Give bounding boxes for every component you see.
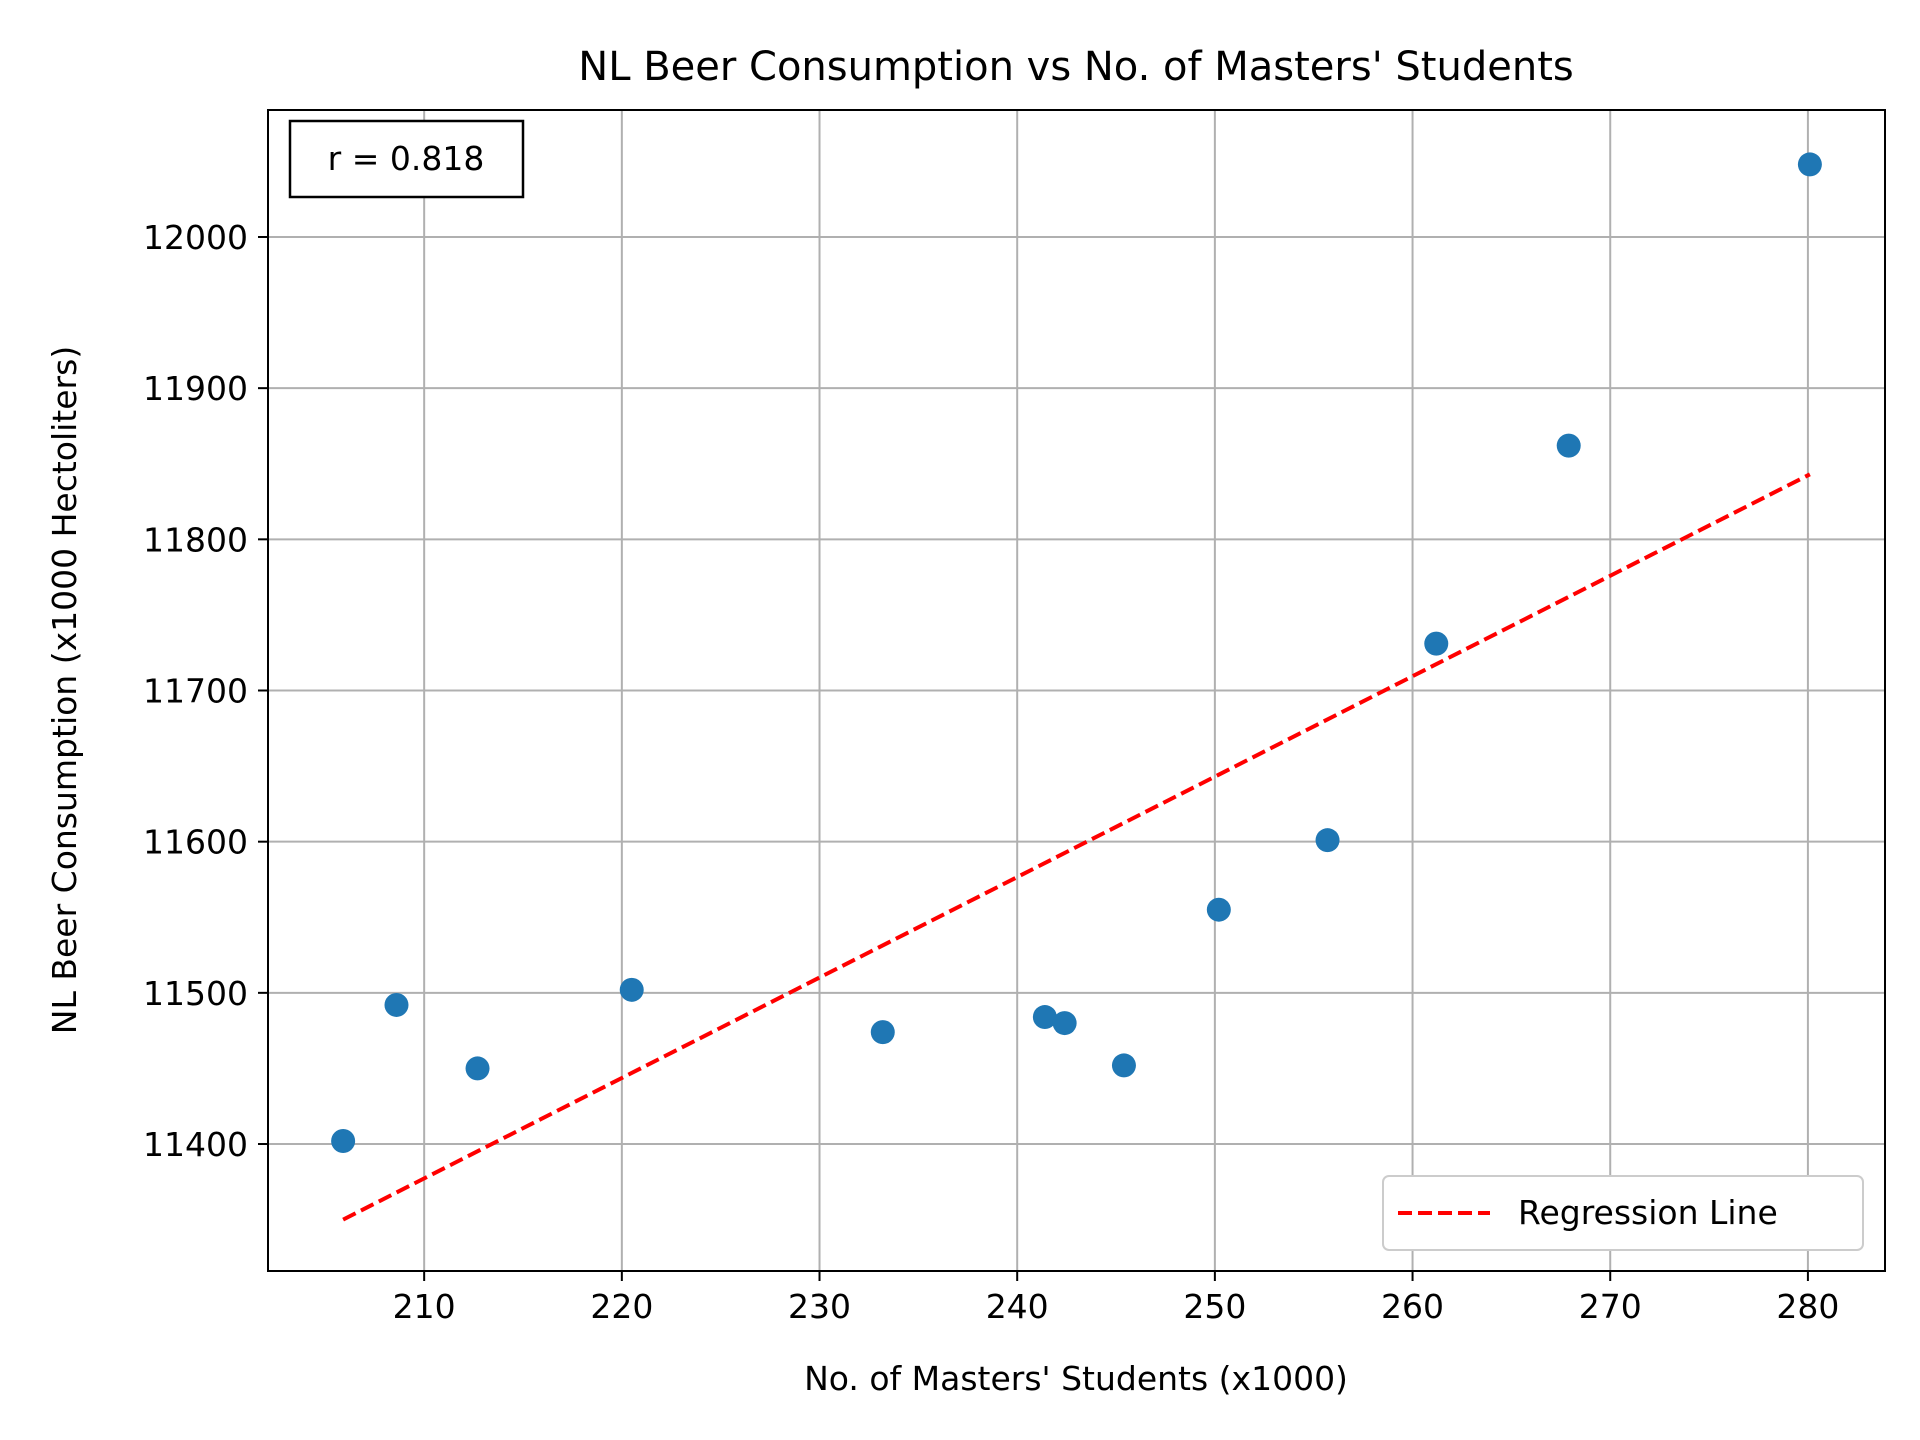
y-tick-label: 11700 <box>143 672 248 711</box>
correlation-annotation: r = 0.818 <box>288 119 525 199</box>
y-tick-label: 11600 <box>143 823 248 862</box>
data-point <box>1797 152 1822 177</box>
annotation-box <box>288 119 525 199</box>
regression-line <box>342 472 1811 1222</box>
x-tick-label: 230 <box>788 1287 851 1326</box>
regression-layer <box>342 472 1811 1222</box>
y-axis-label: NL Beer Consumption (x1000 Hectoliters) <box>45 346 84 1034</box>
x-tick-label: 240 <box>986 1287 1049 1326</box>
y-tick-label: 11900 <box>143 369 248 408</box>
x-tick-label: 210 <box>393 1287 456 1326</box>
data-point <box>1315 828 1340 853</box>
x-axis-label: No. of Masters' Students (x1000) <box>804 1359 1348 1398</box>
x-tick-label: 280 <box>1776 1287 1839 1326</box>
legend-box <box>1382 1175 1864 1251</box>
legend-regression-label: Regression Line <box>1518 1193 1778 1232</box>
data-point <box>331 1128 356 1153</box>
data-point <box>1032 1005 1057 1030</box>
x-tick-label: 270 <box>1579 1287 1642 1326</box>
data-point <box>870 1020 895 1045</box>
data-point <box>1206 897 1231 922</box>
legend: Regression Line <box>1382 1175 1864 1251</box>
y-tick-label: 11800 <box>143 520 248 559</box>
grid <box>268 110 1885 1271</box>
x-tick-label: 260 <box>1381 1287 1444 1326</box>
data-point <box>1052 1011 1077 1036</box>
data-point <box>384 992 409 1017</box>
correlation-text: r = 0.818 <box>328 139 485 178</box>
points-layer <box>331 152 1822 1153</box>
y-tick-label: 11500 <box>143 974 248 1013</box>
x-tick-label: 220 <box>590 1287 653 1326</box>
data-point <box>1556 433 1581 458</box>
y-tick-label: 11400 <box>143 1125 248 1164</box>
x-axis-ticks: 210 220 230 240 250 260 270 280 <box>393 1271 1839 1326</box>
data-point <box>619 977 644 1002</box>
y-tick-label: 12000 <box>143 218 248 257</box>
chart-title: NL Beer Consumption vs No. of Masters' S… <box>578 44 1573 90</box>
x-tick-label: 250 <box>1183 1287 1246 1326</box>
data-point <box>1424 631 1449 656</box>
data-point <box>1111 1053 1136 1078</box>
y-axis-ticks: 11400 11500 11600 11700 11800 11900 12000 <box>143 218 268 1164</box>
data-point <box>465 1056 490 1081</box>
